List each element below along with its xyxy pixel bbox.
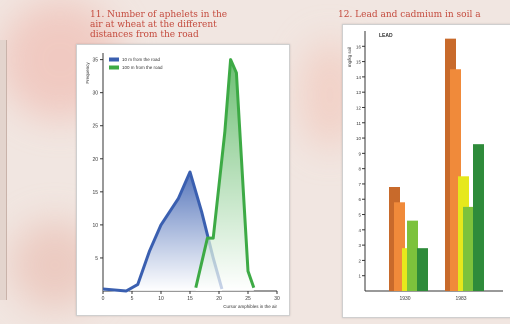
y-tick-label: 30: [92, 91, 98, 97]
y-tick-label: 11: [356, 121, 361, 126]
legend-label: 100 m from the road: [122, 65, 163, 70]
legend-swatch-blue: [109, 57, 119, 62]
y-tick-label: 8: [358, 167, 361, 172]
series-area-blue: [103, 172, 222, 291]
right-chart-title: 12. Lead and cadmium in soil a: [338, 10, 481, 20]
series-line-green: [194, 58, 256, 289]
bar-1930-dark_green: [417, 248, 428, 291]
y-axis-label: mg/kg soil: [347, 47, 352, 67]
y-tick-label: 5: [95, 256, 98, 262]
y-tick-label: 15: [356, 60, 362, 65]
y-tick-label: 10: [356, 136, 362, 141]
y-tick-label: 7: [358, 182, 361, 187]
left-chart-title: 11. Number of aphelets in the air at whe…: [90, 10, 228, 40]
y-tick-label: 9: [358, 151, 361, 156]
y-tick-label: 16: [356, 44, 362, 49]
y-tick-label: 35: [92, 58, 98, 64]
bar-1983-dark_green: [473, 144, 484, 291]
bar-1983-cad_green: [463, 206, 474, 291]
x-tick-label: 1930: [399, 296, 410, 302]
y-tick-label: 13: [356, 90, 362, 95]
y-tick-label: 6: [358, 197, 361, 202]
x-tick-label: 30: [274, 296, 280, 302]
y-tick-label: 12: [356, 105, 362, 110]
series-area-green: [195, 59, 254, 291]
y-tick-label: 20: [92, 157, 98, 163]
x-tick-label: 0: [102, 296, 105, 302]
y-tick-label: 25: [92, 124, 98, 130]
bar-1983-lead_light: [450, 69, 461, 291]
x-tick-label: 15: [187, 296, 193, 302]
y-tick-label: 5: [358, 213, 361, 218]
lead-cadmium-chart-panel: 1 2 3 4 5 6 7 8 9 10 11 12 13 14 15 16 mg/kg soil LEAD 193…: [342, 24, 510, 318]
y-tick-label: 1: [358, 274, 361, 279]
bar-1930-lead_light: [394, 202, 405, 291]
legend-swatch-green: [109, 65, 119, 70]
aphid-distance-chart-panel: 5 10 15 20 25 30 35 0 5 10 15 20 25 30 Cursor amphible…: [76, 44, 290, 316]
x-tick-label: 25: [245, 296, 251, 302]
x-tick-label: 10: [158, 296, 164, 302]
x-tick-label: 20: [216, 296, 222, 302]
legend-label: 10 m from the road: [122, 57, 161, 62]
chart-label-lead: LEAD: [379, 33, 393, 39]
page-edge: [0, 40, 7, 300]
y-tick-label: 3: [358, 243, 361, 248]
series-line-blue: [102, 170, 224, 293]
y-axis-label: Frequency: [85, 62, 90, 84]
y-tick-label: 15: [92, 190, 98, 196]
x-tick-label: 5: [131, 296, 134, 302]
aphid-distance-chart: 5 10 15 20 25 30 35 0 5 10 15 20 25 30 Cursor amphible…: [85, 53, 280, 309]
x-tick-label: 1983: [455, 296, 466, 302]
y-tick-label: 2: [358, 258, 361, 263]
bar-1930-cad_green: [407, 220, 418, 291]
y-tick-label: 4: [358, 228, 361, 233]
y-tick-label: 10: [92, 223, 98, 229]
y-tick-label: 14: [356, 75, 362, 80]
x-axis-label: Cursor amphibles in the air: [223, 304, 277, 309]
